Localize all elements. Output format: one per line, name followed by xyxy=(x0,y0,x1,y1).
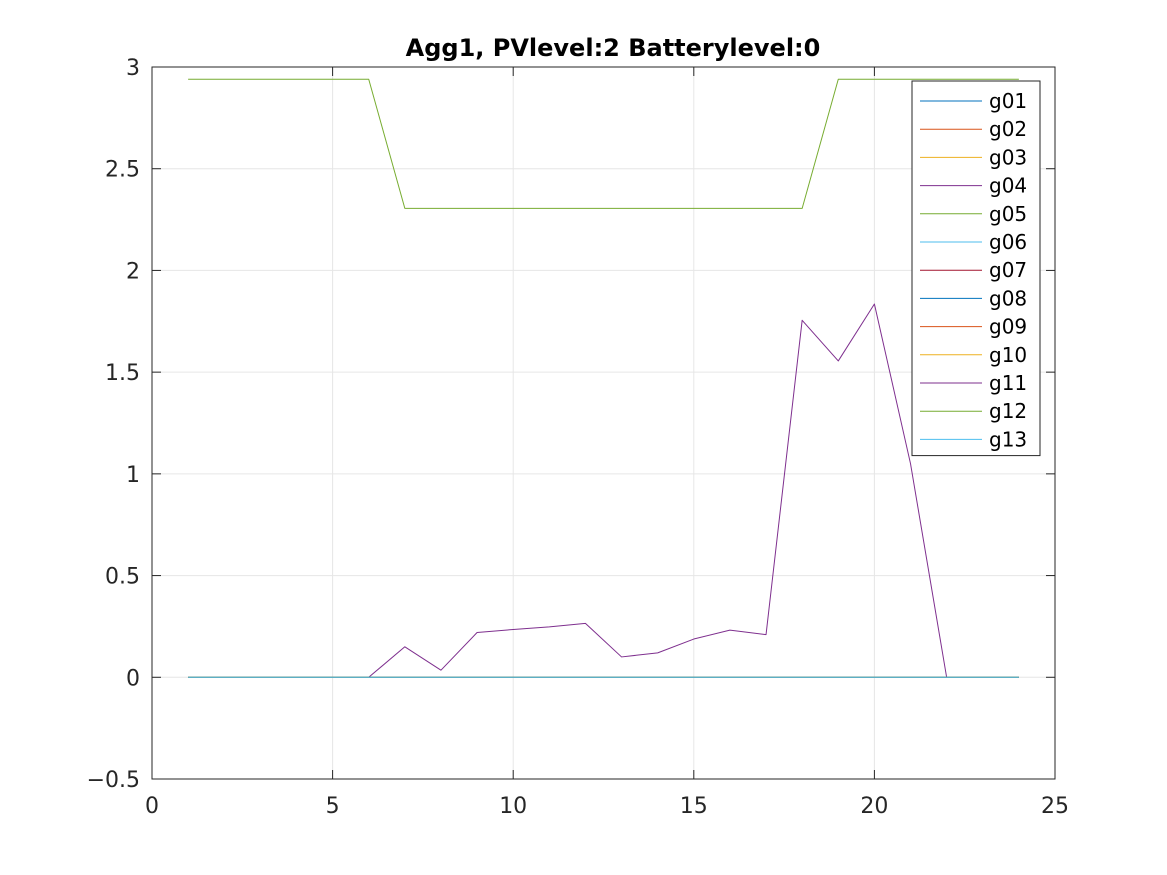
x-tick-label: 10 xyxy=(499,794,527,819)
chart-title: Agg1, PVlevel:2 Batterylevel:0 xyxy=(406,34,821,62)
legend-label: g10 xyxy=(989,343,1027,367)
y-tick-label: 0 xyxy=(126,666,140,691)
legend-label: g04 xyxy=(989,174,1027,198)
legend-label: g13 xyxy=(989,427,1027,451)
legend-box xyxy=(911,80,1041,457)
legend-label: g05 xyxy=(989,202,1027,226)
series-line-g05 xyxy=(188,78,1019,209)
y-tick-label: 0.5 xyxy=(105,565,140,590)
legend-label: g08 xyxy=(989,286,1027,310)
x-tick-label: 15 xyxy=(680,794,708,819)
plot-area-border xyxy=(151,66,1056,780)
y-tick-label: 2 xyxy=(126,259,140,284)
legend-label: g02 xyxy=(989,117,1027,141)
legend-label: g11 xyxy=(989,371,1027,395)
x-tick-label: 5 xyxy=(326,794,340,819)
y-tick-label: 2.5 xyxy=(105,158,140,183)
legend: g01 g02 g03 g04 g05 g06 g07 g08 g09 g10 g11 g12 g13 xyxy=(911,80,1041,457)
legend-label: g03 xyxy=(989,145,1027,169)
y-tick-label: 1 xyxy=(126,463,140,488)
legend-label: g01 xyxy=(989,89,1027,113)
legend-label: g09 xyxy=(989,315,1027,339)
x-tick-label: 25 xyxy=(1041,794,1069,819)
legend-label: g12 xyxy=(989,399,1027,423)
x-tick-label: 0 xyxy=(145,794,159,819)
y-tick-label: 3 xyxy=(126,56,140,81)
legend-label: g06 xyxy=(989,230,1027,254)
axis-ticks: 0 5 10 15 20 25−0.500.511.522.53 xyxy=(87,56,1069,819)
x-tick-label: 20 xyxy=(860,794,888,819)
y-tick-label: 1.5 xyxy=(105,361,140,386)
legend-label: g07 xyxy=(989,258,1027,282)
y-tick-label: −0.5 xyxy=(87,768,140,793)
series-lines xyxy=(188,78,1019,678)
